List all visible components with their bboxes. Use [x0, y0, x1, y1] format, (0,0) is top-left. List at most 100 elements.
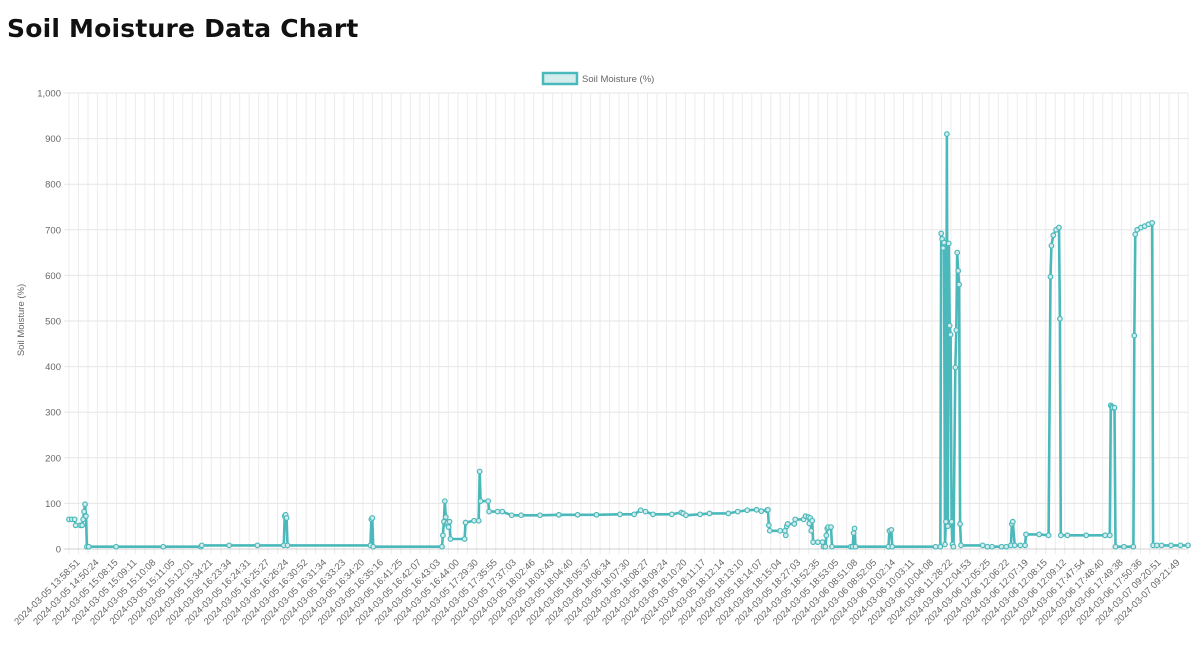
data-point[interactable] [956, 281, 963, 288]
data-point[interactable] [1112, 543, 1119, 550]
data-point[interactable] [447, 536, 454, 542]
data-point[interactable] [494, 508, 501, 515]
data-point[interactable] [943, 518, 949, 525]
data-point[interactable] [697, 511, 703, 518]
legend-swatch[interactable] [541, 71, 579, 86]
data-point[interactable] [1083, 532, 1090, 539]
data-point[interactable] [1102, 532, 1109, 539]
data-point[interactable] [765, 522, 772, 529]
data-point[interactable] [637, 507, 644, 514]
data-point[interactable] [889, 543, 896, 550]
data-point[interactable] [1017, 542, 1024, 549]
data-point[interactable] [766, 527, 773, 534]
data-point[interactable] [284, 542, 291, 549]
data-point[interactable] [476, 468, 483, 475]
data-point[interactable] [668, 511, 675, 518]
data-point[interactable] [938, 230, 945, 237]
data-point[interactable] [792, 516, 799, 523]
data-point[interactable] [1022, 542, 1028, 549]
data-point[interactable] [475, 517, 482, 524]
data-point[interactable] [1131, 332, 1138, 339]
data-point[interactable] [445, 524, 452, 531]
data-point[interactable] [1111, 404, 1118, 411]
data-point[interactable] [72, 522, 79, 529]
data-point[interactable] [1056, 315, 1063, 322]
data-point[interactable] [850, 530, 857, 536]
data-point[interactable] [160, 543, 167, 550]
data-point[interactable] [1149, 220, 1156, 226]
data-point[interactable] [888, 526, 895, 533]
data-point[interactable] [446, 518, 453, 525]
data-point[interactable] [753, 506, 760, 513]
data-point[interactable] [823, 532, 830, 539]
data-point[interactable] [283, 515, 290, 521]
data-point[interactable] [758, 508, 765, 515]
data-point[interactable] [1009, 518, 1016, 525]
data-point[interactable] [1036, 531, 1043, 538]
data-point[interactable] [254, 542, 261, 549]
data-point[interactable] [1023, 531, 1029, 538]
chart-legend[interactable]: Soil Moisture (%) [541, 71, 654, 86]
data-point[interactable] [941, 239, 947, 246]
data-point[interactable] [809, 517, 816, 524]
data-point[interactable] [942, 541, 948, 548]
data-point[interactable] [508, 512, 515, 519]
data-point[interactable] [499, 508, 506, 515]
data-point[interactable] [82, 501, 88, 508]
data-point[interactable] [950, 543, 957, 550]
data-point[interactable] [822, 543, 829, 550]
data-point[interactable] [198, 542, 205, 549]
data-point[interactable] [829, 543, 835, 550]
data-point[interactable] [442, 514, 449, 520]
data-point[interactable] [1056, 224, 1062, 231]
data-point[interactable] [852, 543, 859, 550]
data-point[interactable] [945, 240, 952, 247]
data-point[interactable] [85, 543, 92, 550]
data-point[interactable] [574, 511, 581, 518]
data-point[interactable] [439, 543, 445, 550]
data-point[interactable] [810, 539, 817, 546]
data-point[interactable] [948, 518, 955, 525]
data-point[interactable] [631, 511, 638, 518]
data-point[interactable] [828, 524, 834, 531]
data-point[interactable] [952, 364, 959, 371]
data-point[interactable] [1064, 532, 1071, 539]
data-point[interactable] [642, 508, 649, 515]
data-point[interactable] [791, 521, 798, 527]
data-point[interactable] [944, 523, 951, 530]
data-point[interactable] [1185, 542, 1191, 549]
data-point[interactable] [440, 532, 446, 539]
data-point[interactable] [932, 543, 939, 550]
data-point[interactable] [1154, 542, 1160, 549]
data-point[interactable] [441, 498, 448, 505]
data-point[interactable] [683, 512, 689, 519]
legend-label[interactable]: Soil Moisture (%) [582, 74, 654, 85]
data-point[interactable] [79, 522, 86, 529]
data-point[interactable] [814, 539, 821, 546]
data-point[interactable] [1047, 273, 1054, 280]
data-point[interactable] [1168, 542, 1174, 549]
data-point[interactable] [819, 539, 826, 546]
data-point[interactable] [782, 532, 789, 539]
data-point[interactable] [1130, 543, 1137, 550]
data-point[interactable] [617, 511, 623, 518]
data-point[interactable] [369, 515, 376, 521]
data-point[interactable] [957, 521, 963, 527]
data-point[interactable] [946, 322, 953, 329]
data-point[interactable] [940, 245, 947, 251]
data-point[interactable] [71, 516, 78, 523]
data-point[interactable] [1121, 543, 1127, 550]
data-point[interactable] [1106, 532, 1113, 539]
data-point[interactable] [1045, 532, 1052, 539]
data-point[interactable] [808, 527, 815, 534]
data-point[interactable] [537, 512, 543, 519]
data-point[interactable] [955, 267, 962, 274]
data-point[interactable] [486, 508, 492, 515]
data-point[interactable] [1132, 231, 1139, 238]
data-point[interactable] [113, 543, 119, 550]
data-point[interactable] [1177, 542, 1184, 549]
data-point[interactable] [989, 543, 995, 550]
data-point[interactable] [954, 249, 961, 256]
data-point[interactable] [555, 511, 562, 518]
data-point[interactable] [485, 498, 492, 505]
